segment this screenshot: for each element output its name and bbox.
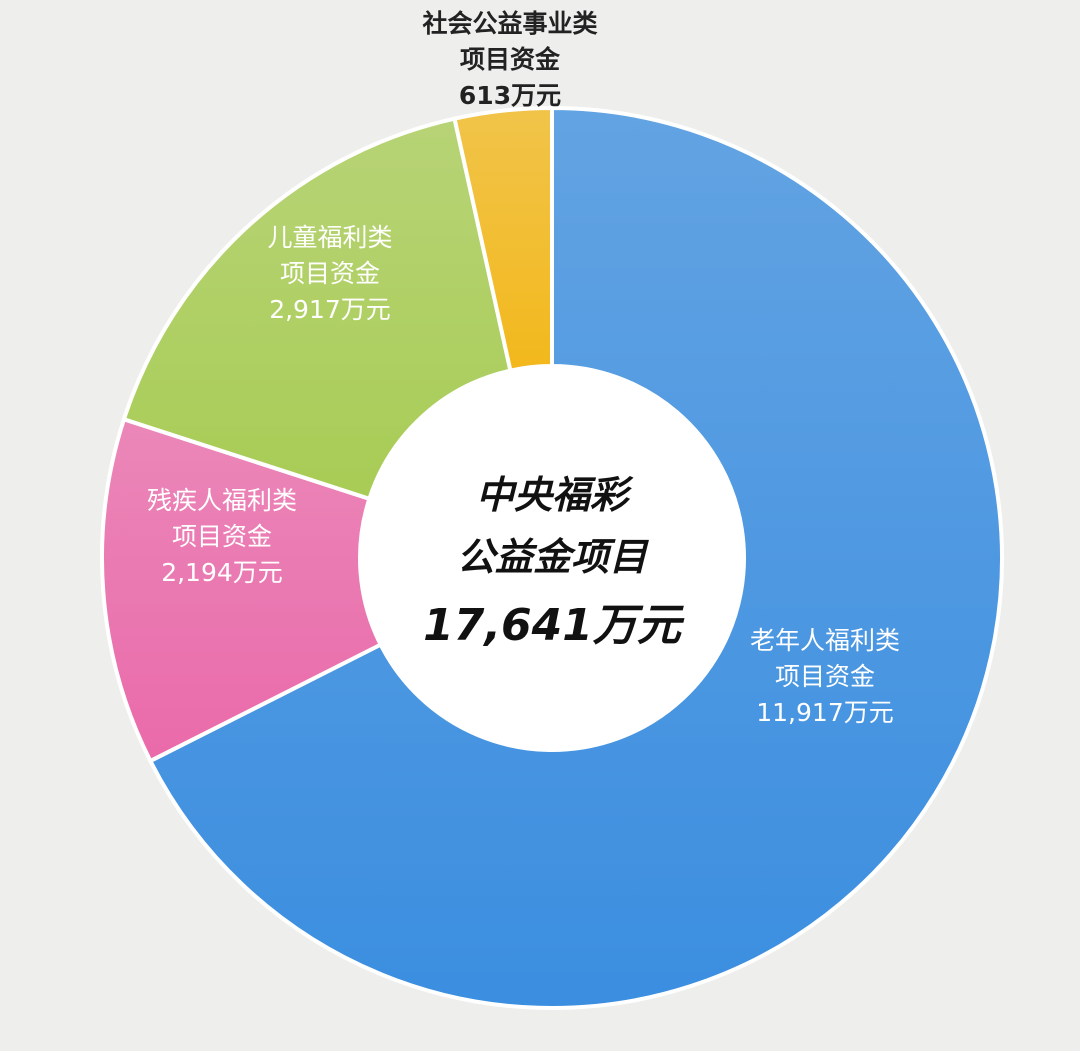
slice-value-label: 613万元 — [459, 81, 561, 110]
slice-name-label: 项目资金 — [280, 259, 380, 288]
center-total: 17,641万元 — [423, 600, 685, 651]
slice-name-label: 儿童福利类 — [267, 223, 392, 252]
slice-value-label: 2,194万元 — [161, 558, 283, 587]
slice-value-label: 2,917万元 — [269, 295, 391, 324]
center-label: 中央福彩 公益金项目 17,641万元 — [423, 473, 685, 651]
slice-name-label: 老年人福利类 — [750, 626, 900, 655]
slice-name-label: 社会公益事业类 — [422, 9, 598, 38]
slice-value-label: 11,917万元 — [756, 698, 893, 727]
slice-name-label: 项目资金 — [172, 522, 272, 551]
center-title-line-2: 公益金项目 — [457, 535, 649, 579]
slices-layer — [100, 105, 1004, 1010]
slice-name-label: 项目资金 — [775, 662, 875, 691]
center-hole — [360, 366, 744, 750]
slice-name-label: 残疾人福利类 — [147, 486, 297, 515]
labels-layer: 老年人福利类项目资金11,917万元残疾人福利类项目资金2,194万元儿童福利类… — [147, 9, 900, 727]
center-title-line-1: 中央福彩 — [476, 473, 634, 517]
slice-name-label: 项目资金 — [460, 45, 561, 74]
